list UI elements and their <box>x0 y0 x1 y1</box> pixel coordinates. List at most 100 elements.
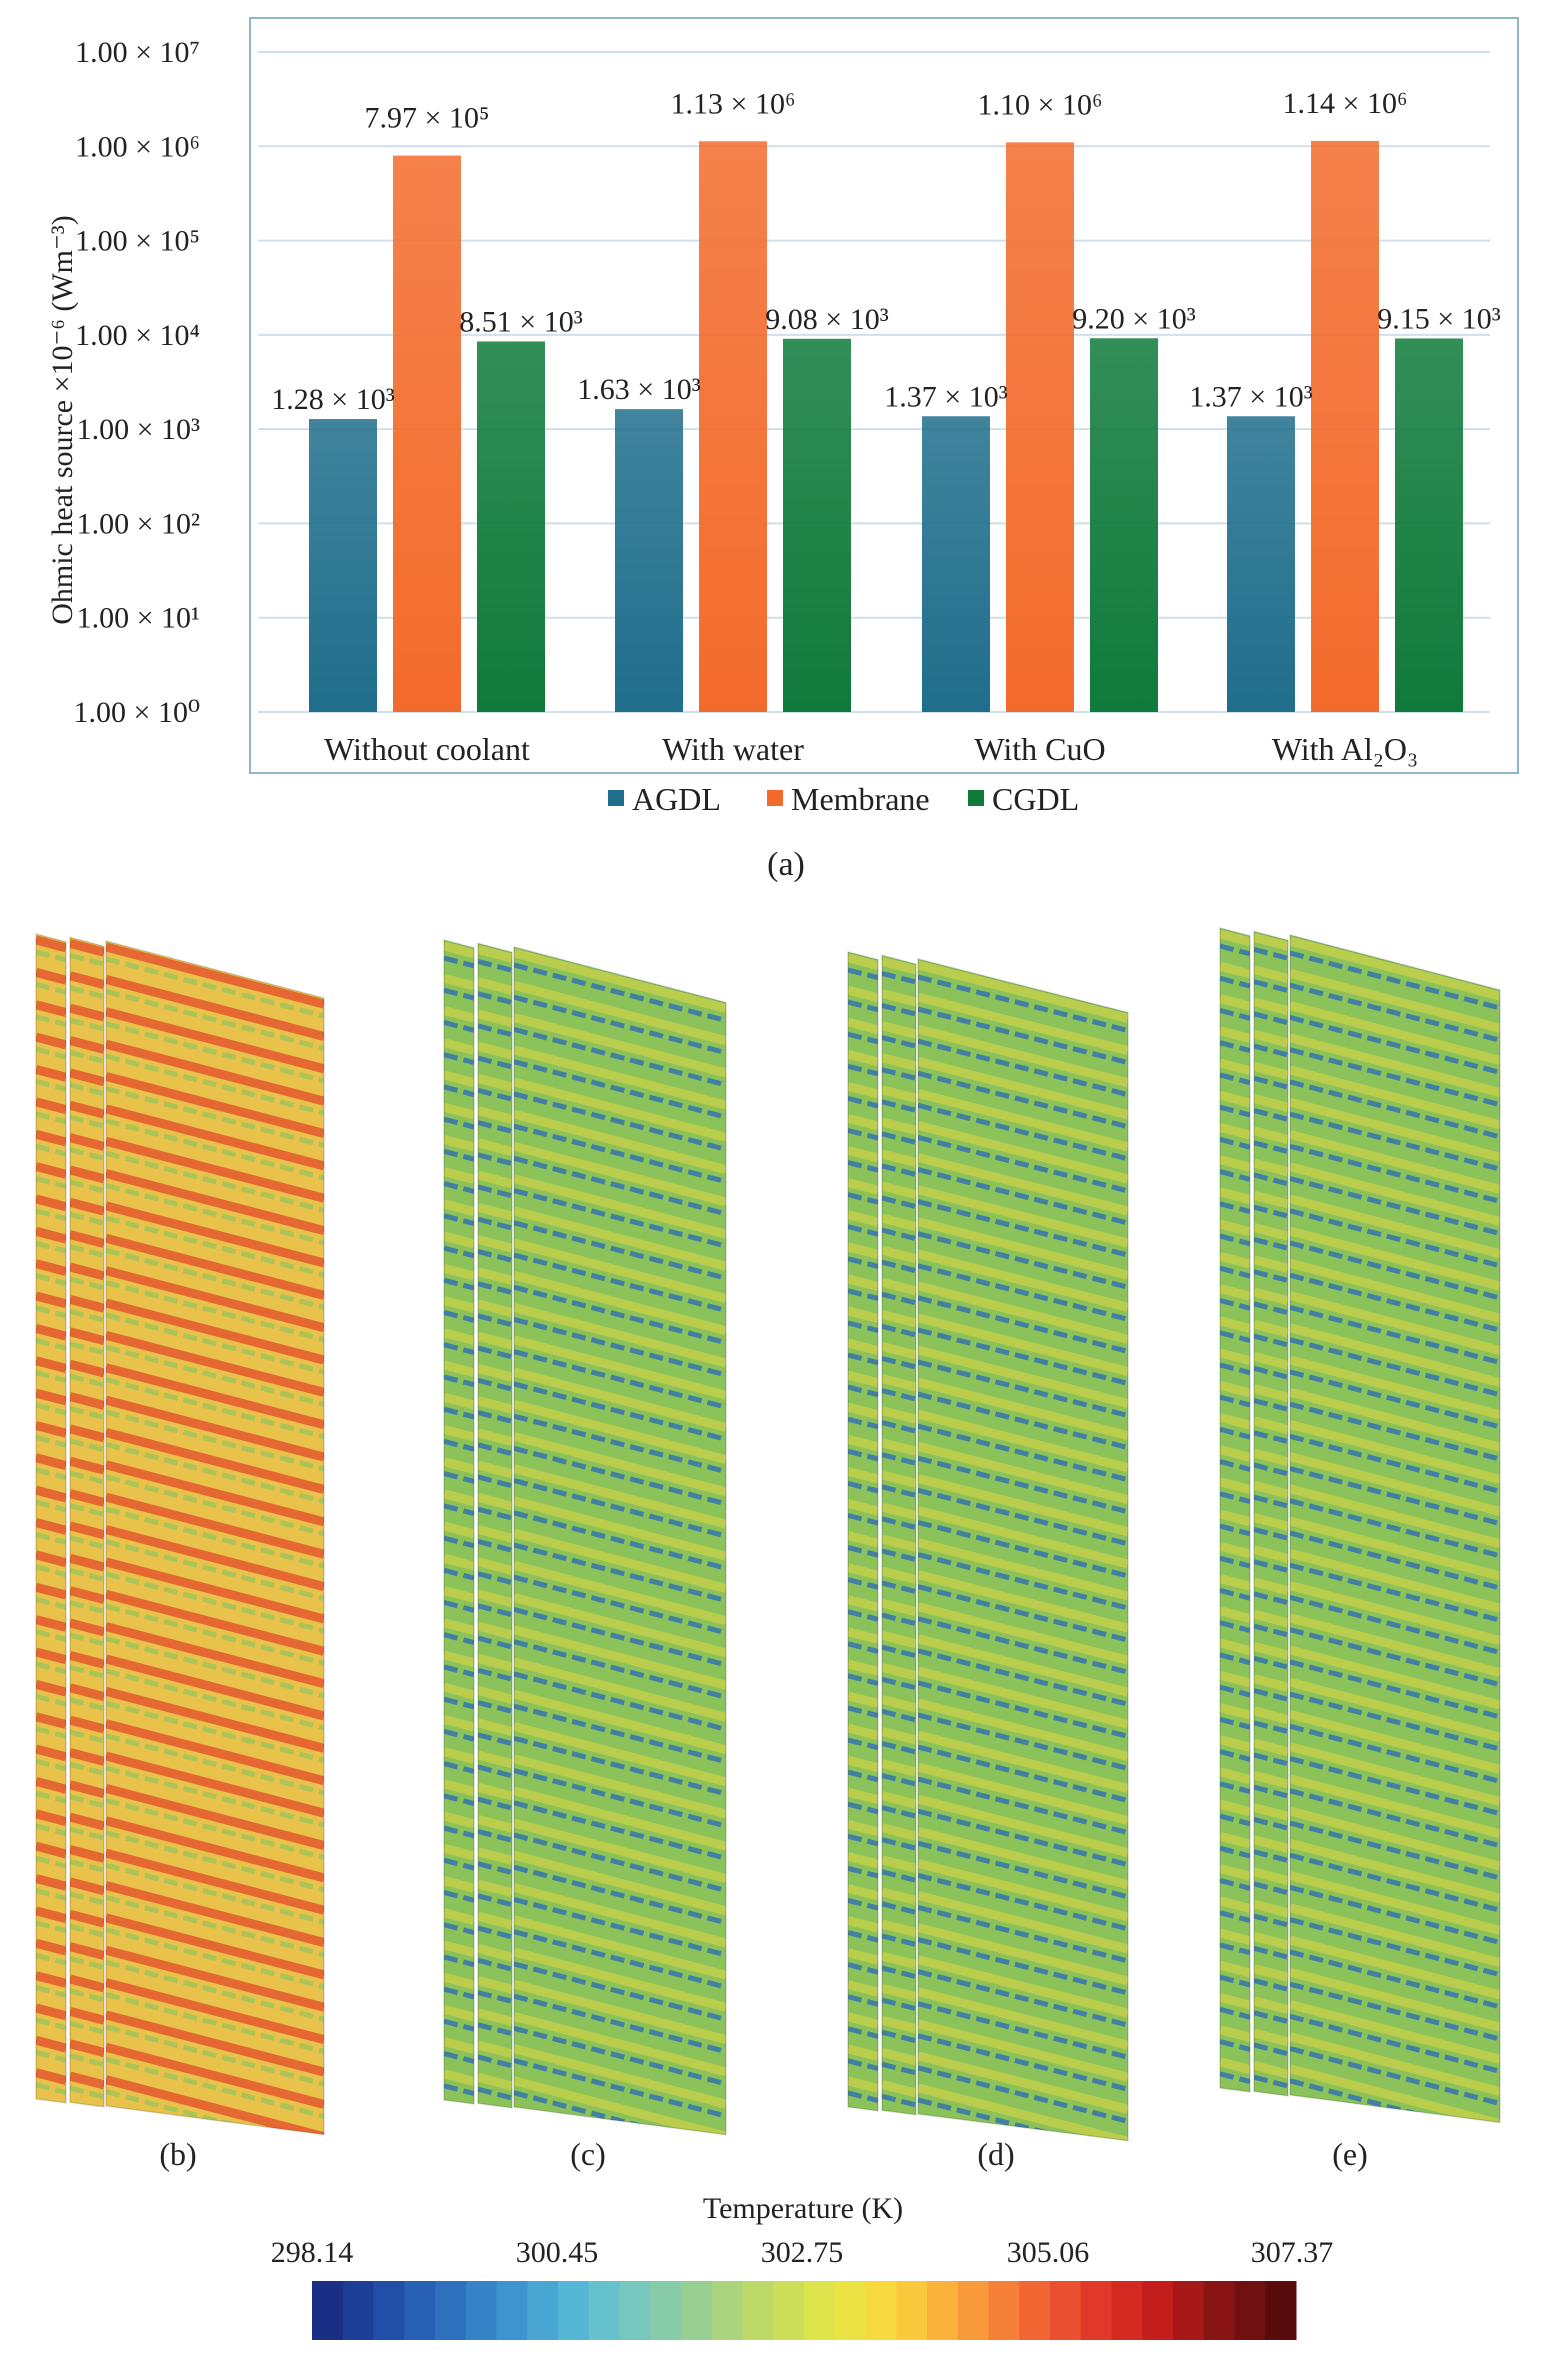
colorbar-cell <box>465 2281 497 2340</box>
colorbar-swatches <box>312 2281 1297 2340</box>
panel-label-e: (e) <box>1332 2136 1368 2172</box>
colorbar-title: Temperature (K) <box>703 2192 903 2225</box>
bar-cgdl-2 <box>1090 338 1158 712</box>
plate <box>1220 928 1250 2092</box>
legend-swatch-agdl <box>608 790 624 806</box>
y-tick-label: 1.00 × 10⁷ <box>75 36 200 69</box>
y-tick-label: 1.00 × 10² <box>77 507 200 540</box>
colorbar-cell <box>312 2281 344 2340</box>
bar-value-label: 7.97 × 10⁵ <box>365 102 490 135</box>
plate <box>918 959 1128 2141</box>
legend-label-cgdl: CGDL <box>992 781 1079 817</box>
colorbar-cell <box>804 2281 836 2340</box>
bar-value-labels: 1.28 × 10³ 7.97 × 10⁵ 8.51 × 10³ 1.63 × 10³… <box>271 87 1500 416</box>
temperature-colorbar: Temperature (K) 298.14 300.45 302.75 305.06… <box>271 2192 1334 2340</box>
bar-membrane-2 <box>1006 142 1074 712</box>
colorbar-cell <box>558 2281 590 2340</box>
y-tick-labels: 1.00 × 10⁰ 1.00 × 10¹ 1.00 × 10² 1.00 × 10³… <box>74 36 200 729</box>
panel-label-b: (b) <box>159 2136 196 2172</box>
colorbar-cell <box>1080 2281 1112 2340</box>
y-axis-label: Ohmic heat source ×10⁻⁶ (Wm⁻³) <box>46 215 79 625</box>
bar-agdl-0 <box>309 419 377 712</box>
bar-agdl-3 <box>1227 416 1295 712</box>
colorbar-cell <box>619 2281 651 2340</box>
colorbar-cell <box>742 2281 774 2340</box>
legend-swatch-cgdl <box>968 790 984 806</box>
bar-value-label: 1.13 × 10⁶ <box>671 87 796 120</box>
contour-panel-e <box>1219 927 1501 2124</box>
colorbar-cell <box>650 2281 682 2340</box>
plate <box>36 934 66 2103</box>
colorbar-tick-label: 305.06 <box>1007 2236 1090 2269</box>
plate <box>848 952 878 2111</box>
bars <box>309 140 1463 712</box>
bar-cgdl-0 <box>477 341 545 712</box>
colorbar-cell <box>1142 2281 1174 2340</box>
colorbar-cell <box>957 2281 989 2340</box>
colorbar-tick-label: 302.75 <box>761 2236 844 2269</box>
bar-cgdl-1 <box>783 338 851 712</box>
bar-agdl-1 <box>615 409 683 712</box>
colorbar-cell <box>1173 2281 1205 2340</box>
plate <box>444 940 474 2104</box>
x-category-labels: Without coolant With water With CuO With Al… <box>324 731 1418 767</box>
panel-label-c: (c) <box>570 2136 606 2172</box>
bar-value-label: 1.10 × 10⁶ <box>978 88 1103 121</box>
colorbar-cell <box>1050 2281 1082 2340</box>
legend: AGDL Membrane CGDL <box>608 781 1079 817</box>
legend-label-membrane: Membrane <box>791 781 930 817</box>
colorbar-cell <box>1019 2281 1051 2340</box>
colorbar-cell <box>342 2281 374 2340</box>
contour-panel-c <box>443 939 727 2136</box>
bar-agdl-2 <box>922 416 990 712</box>
bar-value-label: 9.15 × 10³ <box>1377 302 1500 335</box>
colorbar-tick-label: 298.14 <box>271 2236 354 2269</box>
panel-label-d: (d) <box>977 2136 1014 2172</box>
y-tick-label: 1.00 × 10¹ <box>77 602 200 635</box>
colorbar-cell <box>527 2281 559 2340</box>
colorbar-cell <box>435 2281 467 2340</box>
bar-value-label: 1.37 × 10³ <box>884 380 1007 413</box>
colorbar-cell <box>773 2281 805 2340</box>
panel-label-a: (a) <box>767 846 805 883</box>
plate <box>70 937 104 2107</box>
x-category-label: Without coolant <box>324 731 530 767</box>
bar-value-label: 9.08 × 10³ <box>765 303 888 336</box>
plate <box>1290 935 1500 2123</box>
colorbar-cell <box>373 2281 405 2340</box>
plate <box>514 947 726 2135</box>
x-category-label: With water <box>662 731 804 767</box>
colorbar-cell <box>896 2281 928 2340</box>
bar-membrane-3 <box>1311 140 1379 712</box>
colorbar-cell <box>834 2281 866 2340</box>
colorbar-tick-label: 307.37 <box>1251 2236 1334 2269</box>
y-tick-label: 1.00 × 10⁰ <box>74 696 200 729</box>
bar-value-label: 8.51 × 10³ <box>459 305 582 338</box>
y-tick-label: 1.00 × 10³ <box>77 413 200 446</box>
colorbar-cell <box>711 2281 743 2340</box>
plate <box>478 943 512 2108</box>
colorbar-cell <box>1234 2281 1266 2340</box>
colorbar-cell <box>1203 2281 1235 2340</box>
y-tick-label: 1.00 × 10⁴ <box>75 319 200 352</box>
ohmic-heat-bar-chart: 1.00 × 10⁰ 1.00 × 10¹ 1.00 × 10² 1.00 × 10³… <box>46 17 1519 817</box>
bar-value-label: 1.28 × 10³ <box>271 383 394 416</box>
x-category-label: With CuO <box>974 731 1105 767</box>
colorbar-cell <box>404 2281 436 2340</box>
plot-frame <box>249 17 1519 774</box>
y-tick-label: 1.00 × 10⁶ <box>75 130 200 163</box>
contour-panel-d <box>847 951 1129 2142</box>
contour-panel-b <box>35 933 325 2136</box>
legend-swatch-membrane <box>767 790 783 806</box>
bar-membrane-0 <box>393 155 461 712</box>
x-category-label: With Al₂O₃ <box>1272 731 1418 767</box>
colorbar-cell <box>588 2281 620 2340</box>
bar-membrane-1 <box>699 141 767 712</box>
plate <box>106 941 324 2135</box>
legend-label-agdl: AGDL <box>632 781 721 817</box>
colorbar-cell <box>1111 2281 1143 2340</box>
colorbar-tick-label: 300.45 <box>516 2236 599 2269</box>
bar-value-label: 1.14 × 10⁶ <box>1283 87 1408 120</box>
colorbar-cell <box>927 2281 959 2340</box>
